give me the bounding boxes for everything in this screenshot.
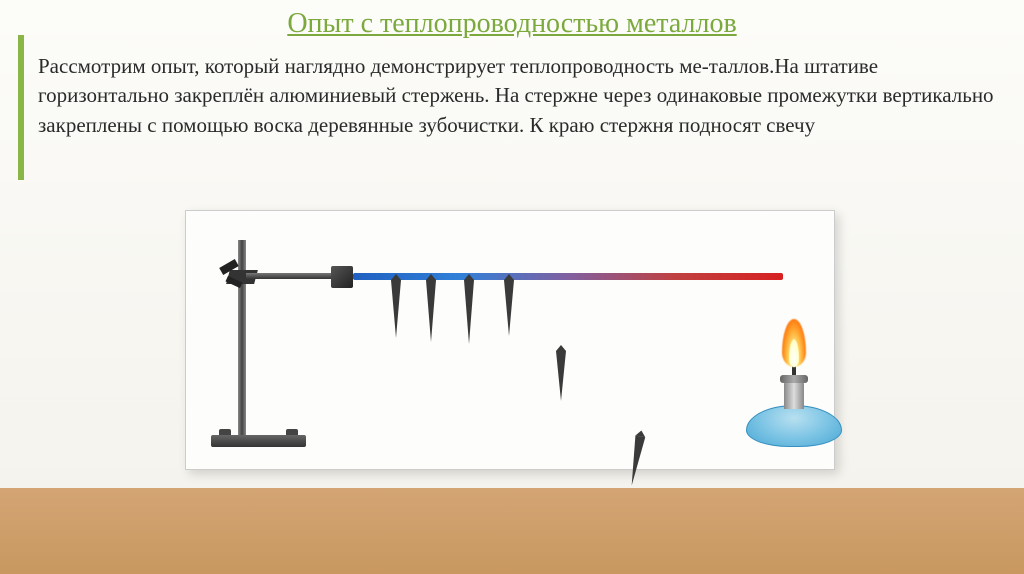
stand-base (211, 435, 306, 447)
slide-title: Опыт с теплопроводностью металлов (0, 0, 1024, 40)
toothpick-attached (426, 280, 436, 342)
rod-holder (331, 266, 353, 288)
toothpick-fallen (627, 436, 646, 487)
accent-bar (18, 35, 24, 180)
toothpick-attached (391, 280, 401, 338)
aluminum-rod (353, 273, 783, 280)
slide-description: Рассмотрим опыт, который наглядно демонс… (0, 40, 1024, 140)
experiment-diagram (185, 210, 835, 470)
toothpick-attached (464, 280, 474, 344)
clamp-arm (246, 273, 331, 279)
toothpick-fallen (556, 351, 566, 401)
toothpick-attached (504, 280, 514, 336)
